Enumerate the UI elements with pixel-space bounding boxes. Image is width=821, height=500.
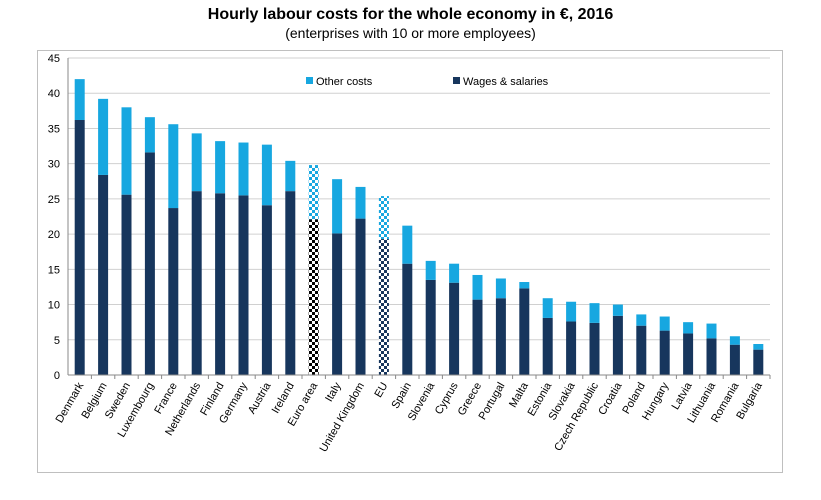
bar-wages-greece (472, 299, 483, 375)
bar-wages-ireland (285, 191, 296, 375)
bar-wages-estonia (542, 317, 553, 375)
bar-other-greece (472, 274, 483, 300)
bar-wages-austria (261, 205, 272, 375)
bar-other-slovakia (566, 301, 577, 322)
y-tick-label: 0 (54, 370, 60, 382)
x-tick-label: EU (372, 380, 390, 399)
chart-frame (37, 50, 783, 473)
bar-wages-eu (378, 239, 389, 375)
bar-wages-luxembourg (144, 152, 155, 375)
bar-wages-spain (402, 263, 413, 375)
bar-wages-finland (215, 193, 226, 375)
bar-wages-czech-republic (589, 322, 600, 375)
bar-other-austria (261, 144, 272, 206)
bar-wages-france (168, 208, 179, 375)
bar-other-poland (636, 314, 647, 326)
bar-other-lithuania (706, 323, 717, 339)
y-tick-label: 5 (54, 335, 60, 347)
bar-other-portugal (495, 278, 506, 299)
bar-other-croatia (612, 304, 623, 316)
bar-other-hungary (659, 316, 670, 331)
bar-wages-latvia (683, 333, 694, 375)
y-tick-label: 35 (48, 123, 60, 135)
x-tick-label: Malta (507, 380, 531, 410)
bar-wages-sweden (121, 194, 132, 375)
bar-other-slovenia (425, 260, 436, 280)
bar-wages-croatia (612, 315, 623, 375)
bar-other-malta (519, 282, 530, 289)
bar-other-eu (378, 196, 389, 240)
legend-swatch-wages (453, 77, 460, 84)
bar-other-latvia (683, 322, 694, 334)
bar-wages-denmark (74, 119, 85, 375)
bar-wages-portugal (495, 298, 506, 375)
bar-wages-belgium (98, 174, 109, 375)
bar-wages-cyprus (449, 282, 460, 375)
bar-other-netherlands (191, 133, 202, 192)
bar-other-cyprus (449, 263, 460, 283)
bar-other-estonia (542, 298, 553, 318)
bar-other-euro-area (308, 165, 319, 220)
bar-other-finland (215, 141, 226, 194)
bar-other-luxembourg (144, 117, 155, 153)
x-tick-label: United Kingdom (318, 381, 368, 455)
bar-other-italy (332, 179, 343, 234)
bar-other-france (168, 124, 179, 209)
bar-other-germany (238, 142, 249, 196)
bar-wages-slovenia (425, 279, 436, 375)
bar-wages-euro-area (308, 219, 319, 375)
bar-other-ireland (285, 160, 296, 192)
bar-wages-poland (636, 325, 647, 375)
chart-subtitle: (enterprises with 10 or more employees) (285, 25, 536, 41)
y-tick-label: 10 (48, 300, 60, 312)
bar-wages-italy (332, 233, 343, 375)
y-tick-label: 25 (48, 194, 60, 206)
legend-label-other-costs: Other costs (316, 76, 373, 88)
y-tick-label: 20 (48, 229, 60, 241)
bar-wages-romania (729, 344, 740, 375)
y-tick-label: 40 (48, 88, 60, 100)
bar-wages-hungary (659, 330, 670, 375)
bar-other-bulgaria (753, 344, 764, 350)
bar-other-czech-republic (589, 303, 600, 323)
bar-other-united-kingdom (355, 186, 366, 219)
y-tick-label: 45 (48, 53, 60, 65)
y-tick-label: 30 (48, 159, 60, 171)
bar-wages-slovakia (566, 321, 577, 375)
legend-swatch-other-costs (306, 77, 313, 84)
bar-wages-germany (238, 195, 249, 375)
bar-wages-bulgaria (753, 349, 764, 375)
x-tick-label: Denmark (54, 380, 87, 425)
bar-other-denmark (74, 79, 85, 120)
bar-wages-malta (519, 288, 530, 375)
bar-other-sweden (121, 107, 132, 195)
y-tick-label: 15 (48, 264, 60, 276)
x-tick-label: Italy (323, 380, 344, 404)
bar-other-romania (729, 336, 740, 345)
legend-label-wages: Wages & salaries (463, 76, 549, 88)
x-tick-label: Croatia (596, 380, 625, 417)
bar-wages-united-kingdom (355, 218, 366, 375)
bar-wages-lithuania (706, 338, 717, 375)
bar-other-spain (402, 225, 413, 264)
chart-title: Hourly labour costs for the whole econom… (207, 6, 614, 23)
bar-wages-netherlands (191, 191, 202, 375)
x-tick-label: Spain (389, 381, 413, 411)
bar-other-belgium (98, 98, 109, 175)
